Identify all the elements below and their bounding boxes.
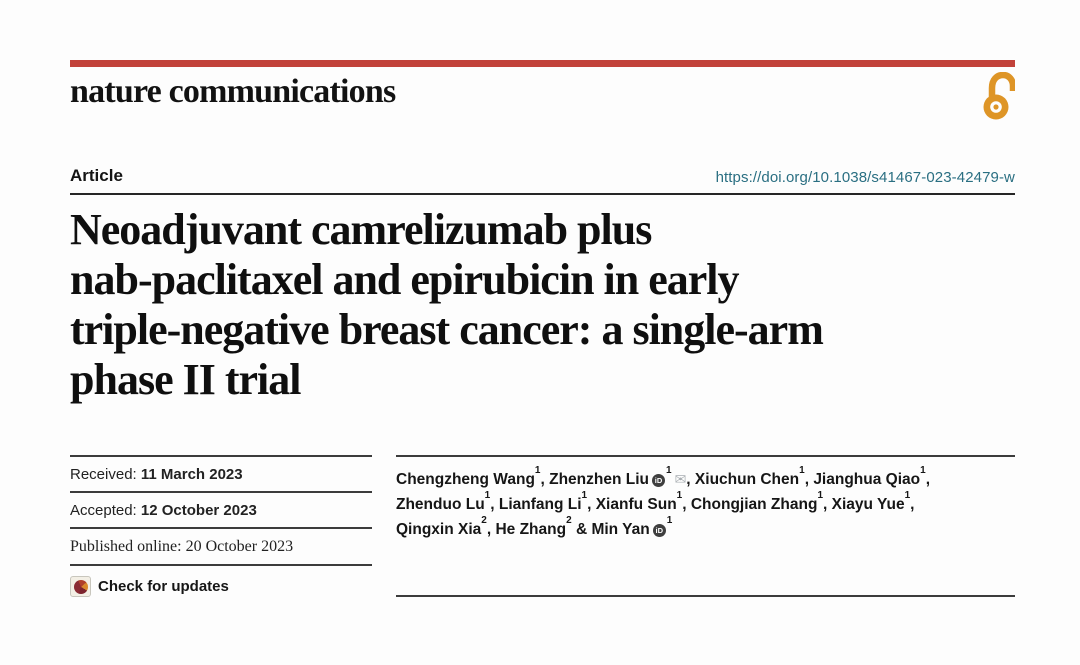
doi-link[interactable]: https://doi.org/10.1038/s41467-023-42479… <box>715 169 1015 186</box>
brand-rule <box>70 60 1015 67</box>
article-title-line: Neoadjuvant camrelizumab plus <box>70 205 652 254</box>
history-label: Received: <box>70 466 141 483</box>
crossmark-icon[interactable] <box>70 576 91 597</box>
article-title-page: nature communications Article https://do… <box>0 60 1080 665</box>
article-title: Neoadjuvant camrelizumab plus nab-paclita… <box>70 205 1015 405</box>
history-label: Accepted: <box>70 502 141 519</box>
affiliation-superscript: 2 <box>481 514 487 526</box>
header-divider <box>70 193 1015 195</box>
author-line: Qingxin Xia2, He Zhang2 & Min Yan iD1 <box>396 514 673 538</box>
article-history-rows: Received: 11 March 2023 Accepted: 12 Octo… <box>70 457 372 566</box>
history-value: 12 October 2023 <box>140 502 257 519</box>
history-row: Published online: 20 October 2023 <box>70 529 372 566</box>
author-name: Xiayu Yue <box>831 496 905 513</box>
article-type-label: Article <box>70 166 123 185</box>
author-name: Lianfang Li <box>498 496 582 513</box>
affiliation-superscript: 1 <box>581 489 588 501</box>
author-name: Xianfu Sun <box>595 496 677 513</box>
history-value: 11 March 2023 <box>140 466 243 483</box>
affiliation-superscript: 1 <box>534 464 541 476</box>
check-for-updates[interactable]: Check for updates <box>70 566 372 597</box>
orcid-icon[interactable]: iD <box>652 474 665 487</box>
affiliation-superscript: 2 <box>566 514 572 526</box>
open-access-icon[interactable] <box>979 71 1017 122</box>
author-list-lines: Chengzheng Wang1, Zhenzhen Liu iD1✉, Xiuc… <box>396 464 1015 542</box>
author-name: Xiuchun Chen <box>694 471 800 488</box>
crossmark-dot <box>73 579 88 594</box>
check-for-updates-label: Check for updates <box>98 578 229 595</box>
history-label: Published online: <box>70 538 186 555</box>
affiliation-superscript: 1 <box>799 464 805 476</box>
affiliation-superscript: 1 <box>920 464 926 476</box>
affiliation-superscript: 1 <box>666 464 672 476</box>
history-row: Accepted: 12 October 2023 <box>70 493 372 529</box>
article-title-line: triple-negative breast cancer: a single-… <box>70 305 824 354</box>
author-name: Chengzheng Wang <box>396 471 535 488</box>
affiliation-superscript: 1 <box>817 489 823 501</box>
article-history: Received: 11 March 2023 Accepted: 12 Octo… <box>70 455 372 597</box>
author-name: Zhenduo Lu <box>396 496 485 513</box>
orcid-icon[interactable]: iD <box>652 524 666 537</box>
affiliation-superscript: 1 <box>666 514 673 526</box>
article-meta: Received: 11 March 2023 Accepted: 12 Octo… <box>70 455 1015 597</box>
journal-wordmark: nature communications <box>70 73 396 110</box>
history-value: 20 October 2023 <box>185 538 294 555</box>
masthead: nature communications <box>70 60 1017 122</box>
article-header: Article https://doi.org/10.1038/s41467-0… <box>70 166 1015 405</box>
history-row: Received: 11 March 2023 <box>70 457 372 493</box>
author-name: Min Yan <box>591 521 650 538</box>
author-name: Zhenzhen Liu <box>549 471 649 488</box>
affiliation-superscript: 1 <box>676 489 683 501</box>
author-line: Chengzheng Wang1, Zhenzhen Liu iD1✉, Xiuc… <box>396 464 930 488</box>
author-list: Chengzheng Wang1, Zhenzhen Liu iD1✉, Xiuc… <box>396 455 1015 597</box>
email-envelope-icon[interactable]: ✉ <box>674 471 687 487</box>
author-name: Qingxin Xia <box>396 521 482 538</box>
author-name: Chongjian Zhang <box>690 496 818 513</box>
author-line: Zhenduo Lu1, Lianfang Li1, Xianfu Sun1, … <box>396 489 915 513</box>
author-name: He Zhang <box>495 521 567 538</box>
author-name: Jianghua Qiao <box>813 471 921 488</box>
article-title-line: phase II trial <box>70 355 301 404</box>
affiliation-superscript: 1 <box>904 489 911 501</box>
article-title-line: nab-paclitaxel and epirubicin in early <box>70 255 740 304</box>
affiliation-superscript: 1 <box>484 489 491 501</box>
